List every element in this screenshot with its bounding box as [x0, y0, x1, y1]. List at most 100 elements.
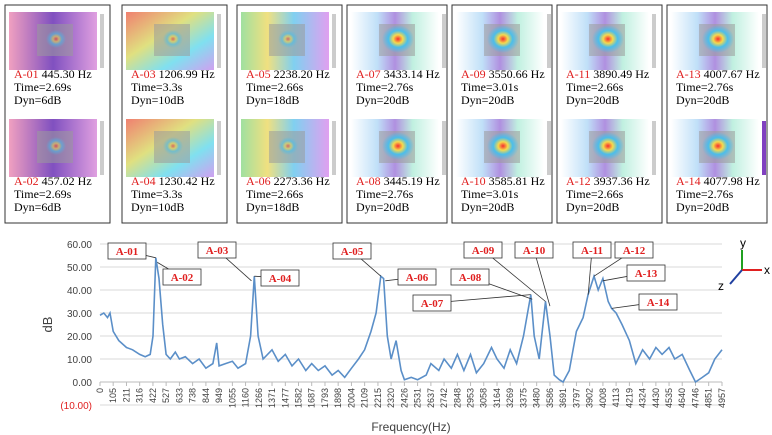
panel-frequency: 2273.36 Hz — [274, 174, 330, 188]
panel-caption: A-01445.30 Hz — [14, 67, 92, 81]
panel-time: Time=3.01s — [461, 80, 519, 94]
panel-caption: A-031206.99 Hz — [131, 67, 215, 81]
x-tick-label: 2742 — [439, 388, 449, 408]
panel-time: Time=2.76s — [356, 187, 414, 201]
x-tick-label: 1371 — [267, 388, 277, 408]
hotspot — [702, 25, 734, 53]
panel-time: Time=2.66s — [566, 187, 624, 201]
y-axis-label: dB — [40, 317, 55, 333]
panel-dyn: Dyn=10dB — [131, 93, 184, 107]
callout-label: A-12 — [623, 245, 646, 257]
panel-id: A-12 — [566, 174, 591, 188]
callout-label: A-13 — [635, 268, 658, 280]
panel-time: Time=2.66s — [566, 80, 624, 94]
icon-z — [730, 270, 742, 284]
panel-frequency: 3585.81 Hz — [489, 174, 545, 188]
acoustic-image — [241, 119, 336, 177]
panel-id: A-13 — [676, 67, 701, 81]
panel-id: A-02 — [14, 174, 39, 188]
panel-dyn: Dyn=18dB — [246, 200, 299, 214]
x-tick-label: 2004 — [346, 388, 356, 408]
callout-label: A-11 — [581, 245, 603, 257]
x-tick-label: 1477 — [280, 388, 290, 408]
y-tick-label: 50.00 — [67, 263, 92, 274]
x-tick-label: 4430 — [651, 388, 661, 408]
y-tick-label: (10.00) — [60, 401, 92, 412]
x-tick-label: 1687 — [307, 388, 317, 408]
panel-dyn: Dyn=20dB — [566, 93, 619, 107]
panel-id: A-08 — [356, 174, 381, 188]
hotspot — [487, 25, 519, 53]
panel-id: A-06 — [246, 174, 271, 188]
panel-dyn: Dyn=20dB — [356, 93, 409, 107]
figure: A-01445.30 HzTime=2.69sDyn=6dBA-02457.02… — [0, 0, 772, 435]
callout-label: A-10 — [523, 245, 546, 257]
panel-frequency: 3890.49 Hz — [593, 67, 649, 81]
hotspot — [592, 132, 624, 160]
x-tick-label: 2531 — [413, 388, 423, 408]
x-tick-label: 4113 — [611, 388, 621, 407]
panel-frequency: 3550.66 Hz — [489, 67, 545, 81]
scale-bar — [100, 121, 104, 175]
panel-time: Time=2.76s — [356, 80, 414, 94]
x-tick-label: 3269 — [505, 388, 515, 408]
hotspot — [702, 132, 734, 160]
scale-bar — [217, 121, 221, 175]
panel-time: Time=2.66s — [246, 80, 304, 94]
acoustic-image — [456, 119, 551, 177]
panel-dyn: Dyn=18dB — [246, 93, 299, 107]
panel-caption: A-052238.20 Hz — [246, 67, 330, 81]
scale-bar — [652, 14, 656, 68]
panel-frequency: 3937.36 Hz — [594, 174, 650, 188]
panel-id: A-09 — [461, 67, 486, 81]
scale-bar — [442, 14, 446, 68]
panel-caption: A-02457.02 Hz — [14, 174, 92, 188]
icon-z-label: z — [718, 279, 724, 293]
scale-bar — [547, 121, 551, 175]
x-tick-label: 949 — [214, 388, 224, 403]
panel-id: A-10 — [461, 174, 486, 188]
x-tick-label: 738 — [188, 388, 198, 403]
panel-caption: A-073433.14 Hz — [356, 67, 440, 81]
x-tick-label: 2637 — [426, 388, 436, 408]
panel-dyn: Dyn=20dB — [676, 200, 729, 214]
panel-id: A-03 — [131, 67, 156, 81]
x-tick-label: 4957 — [717, 388, 727, 408]
callout-label: A-03 — [206, 245, 229, 257]
panel-frequency: 3433.14 Hz — [384, 67, 440, 81]
x-tick-label: 105 — [108, 388, 118, 403]
x-tick-label: 4008 — [598, 388, 608, 408]
hotspot — [382, 132, 414, 160]
callout-label: A-08 — [459, 272, 482, 284]
hotspot — [487, 132, 519, 160]
panel-id: A-05 — [246, 67, 271, 81]
callout-label: A-05 — [341, 246, 364, 258]
panel-id: A-14 — [676, 174, 701, 188]
panel-dyn: Dyn=6dB — [14, 93, 61, 107]
x-tick-label: 4219 — [624, 388, 634, 408]
icon-y-label: y — [740, 236, 746, 250]
y-tick-label: 30.00 — [67, 309, 92, 320]
acoustic-image — [9, 12, 104, 70]
panel-time: Time=2.76s — [676, 80, 734, 94]
panel-caption: A-123937.36 Hz — [566, 174, 650, 188]
scale-bar — [332, 14, 336, 68]
panel-frequency: 457.02 Hz — [42, 174, 92, 188]
scale-bar — [547, 14, 551, 68]
x-tick-label: 3691 — [558, 388, 568, 408]
panel-dyn: Dyn=20dB — [566, 200, 619, 214]
scale-bar — [762, 14, 766, 68]
panel-frequency: 445.30 Hz — [42, 67, 92, 81]
hotspot — [592, 25, 624, 53]
callout-label: A-01 — [116, 246, 139, 258]
panel-frequency: 2238.20 Hz — [274, 67, 330, 81]
x-tick-label: 2848 — [452, 388, 462, 408]
scale-bar — [652, 121, 656, 175]
panel-id: A-04 — [131, 174, 156, 188]
hotspot — [46, 30, 66, 48]
x-tick-label: 1582 — [294, 388, 304, 408]
